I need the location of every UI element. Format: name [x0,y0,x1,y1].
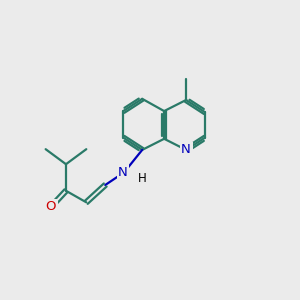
Text: H: H [138,172,147,184]
Text: N: N [181,143,191,156]
Text: N: N [118,166,128,179]
Text: O: O [46,200,56,213]
